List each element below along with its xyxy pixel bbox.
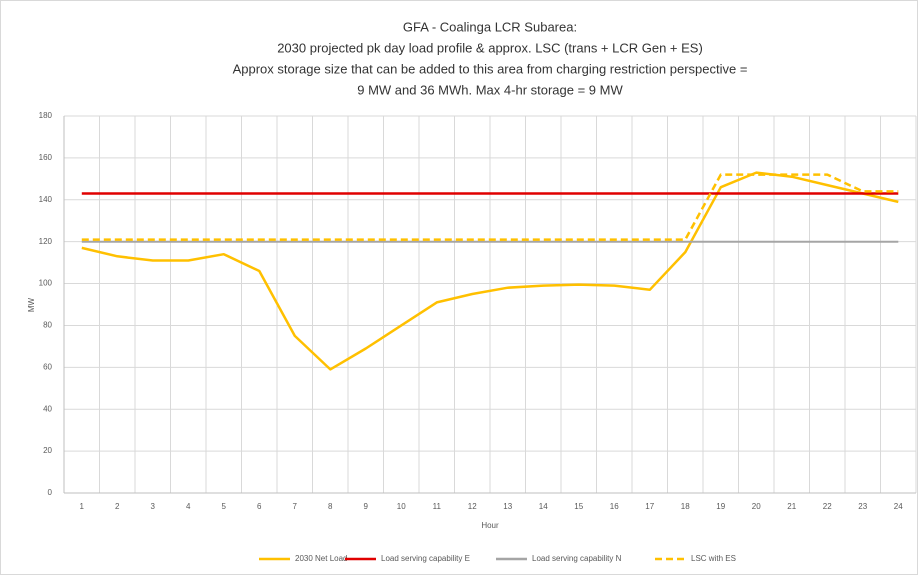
x-tick-label: 1 [80, 502, 85, 511]
x-tick-label: 18 [681, 502, 690, 511]
x-axis-label: Hour [481, 521, 499, 530]
x-tick-label: 11 [433, 502, 442, 511]
y-tick-label: 60 [43, 362, 52, 371]
chart-title: 2030 projected pk day load profile & app… [277, 40, 703, 55]
x-tick-label: 10 [397, 502, 406, 511]
x-tick-label: 20 [752, 502, 761, 511]
series-line [81, 171, 899, 371]
x-tick-label: 16 [610, 502, 619, 511]
x-tick-label: 24 [894, 502, 903, 511]
y-axis-label: MW [27, 297, 36, 312]
y-tick-label: 20 [43, 446, 52, 455]
y-tick-label: 140 [39, 195, 53, 204]
x-tick-label: 19 [716, 502, 725, 511]
chart-title: 9 MW and 36 MWh. Max 4-hr storage = 9 MW [357, 82, 623, 97]
x-tick-label: 17 [645, 502, 654, 511]
x-tick-label: 14 [539, 502, 548, 511]
x-tick-label: 23 [858, 502, 867, 511]
x-tick-label: 2 [115, 502, 120, 511]
x-tick-label: 6 [257, 502, 262, 511]
chart-title: GFA - Coalinga LCR Subarea: [403, 19, 577, 34]
series-line [81, 173, 899, 241]
legend-label: LSC with ES [691, 554, 736, 563]
legend-label: 2030 Net Load [295, 554, 348, 563]
y-tick-label: 40 [43, 404, 52, 413]
legend-label: Load serving capability E [381, 554, 470, 563]
x-tick-label: 9 [364, 502, 369, 511]
y-tick-label: 160 [39, 153, 53, 162]
y-tick-label: 180 [39, 111, 53, 120]
y-tick-label: 100 [39, 279, 53, 288]
x-tick-label: 22 [823, 502, 832, 511]
x-tick-label: 5 [222, 502, 227, 511]
legend-label: Load serving capability N [532, 554, 622, 563]
chart-title: Approx storage size that can be added to… [233, 61, 748, 76]
x-tick-label: 13 [503, 502, 512, 511]
x-tick-label: 12 [468, 502, 477, 511]
x-tick-label: 4 [186, 502, 191, 511]
x-tick-label: 8 [328, 502, 333, 511]
x-tick-label: 7 [293, 502, 298, 511]
x-tick-label: 21 [787, 502, 796, 511]
y-tick-label: 80 [43, 321, 52, 330]
y-tick-label: 0 [48, 488, 53, 497]
x-tick-label: 15 [574, 502, 583, 511]
y-tick-label: 120 [39, 237, 53, 246]
x-tick-label: 3 [151, 502, 156, 511]
